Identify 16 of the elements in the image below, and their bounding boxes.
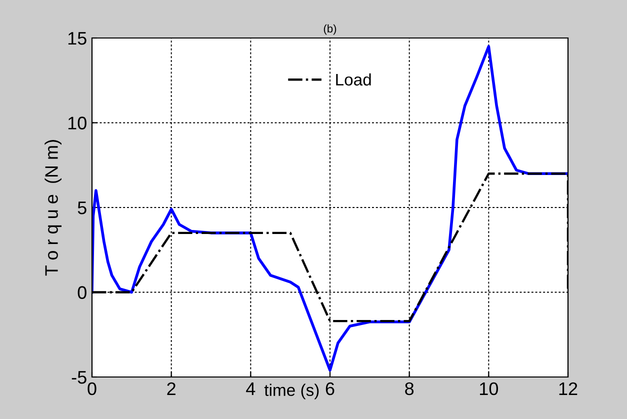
y-tick-label: -5 xyxy=(72,371,86,384)
x-tick-label: 6 xyxy=(326,382,334,396)
x-tick-label: 4 xyxy=(246,382,256,395)
y-tick-label: 5 xyxy=(78,202,86,214)
y-tick-label: 0 xyxy=(78,286,86,299)
x-tick-label: 2 xyxy=(167,382,176,395)
x-tick-label: 12 xyxy=(559,382,578,395)
chart-title: (b) xyxy=(324,24,336,35)
x-tick-label: 0 xyxy=(88,382,96,396)
x-tick-label: 8 xyxy=(405,382,414,396)
y-tick-label: 10 xyxy=(68,116,86,130)
legend-label: Load xyxy=(336,73,371,86)
y-tick-label: 15 xyxy=(68,32,86,45)
y-axis-title: T o r q u e (N m) xyxy=(44,140,62,276)
x-axis-title: time (s) xyxy=(264,384,319,400)
x-tick-label: 10 xyxy=(480,382,498,396)
